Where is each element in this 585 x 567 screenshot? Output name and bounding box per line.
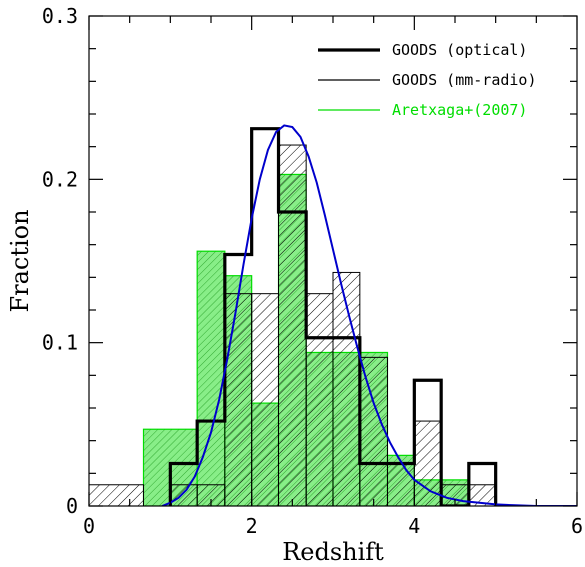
histogram-bin-s1-9 xyxy=(386,463,415,506)
histogram-bin-s2-1 xyxy=(196,250,226,506)
histogram-bin-s1-7 xyxy=(332,271,361,506)
legend-label-2: Aretxaga+(2007) xyxy=(392,101,527,119)
y-tick-label: 0.2 xyxy=(42,167,78,191)
y-tick-label: 0.3 xyxy=(42,4,78,28)
histogram-bin-s1-10 xyxy=(413,420,442,506)
histogram-bin-s1-6 xyxy=(305,293,334,506)
x-tick-label: 2 xyxy=(246,514,258,538)
histogram-bin-s1-1 xyxy=(169,484,198,506)
histogram-bin-s1-0 xyxy=(89,484,144,506)
blue-curve-line xyxy=(161,124,577,506)
histogram-bin-s1-5 xyxy=(278,144,307,506)
axis-ticks xyxy=(88,15,578,507)
y-tick-label: 0 xyxy=(66,494,78,518)
y-tick-label: 0.1 xyxy=(42,331,78,355)
legend-label-0: GOODS (optical) xyxy=(392,41,527,59)
histogram-bin-s1-3 xyxy=(224,293,253,506)
blue-curve-layer xyxy=(161,124,577,506)
histogram-bin-s1-4 xyxy=(251,293,280,506)
goods-optical-step-line xyxy=(168,127,498,506)
legend: GOODS (optical) GOODS (mm-radio) Aretxaga+… xyxy=(318,41,537,119)
x-tick-label: 0 xyxy=(83,514,95,538)
x-tick-label: 6 xyxy=(571,514,583,538)
legend-label-1: GOODS (mm-radio) xyxy=(392,71,537,89)
axis-tick-labels: 0 2 4 6 0 0.1 0.2 0.3 xyxy=(42,4,583,538)
histogram-bin-s1-8 xyxy=(359,356,388,506)
x-tick-label: 4 xyxy=(408,514,420,538)
y-axis-title: Fraction xyxy=(6,209,34,312)
goods-optical-histogram-layer xyxy=(168,127,498,506)
goods-mm-radio-histogram-layer xyxy=(89,144,497,506)
x-axis-title: Redshift xyxy=(282,538,384,566)
